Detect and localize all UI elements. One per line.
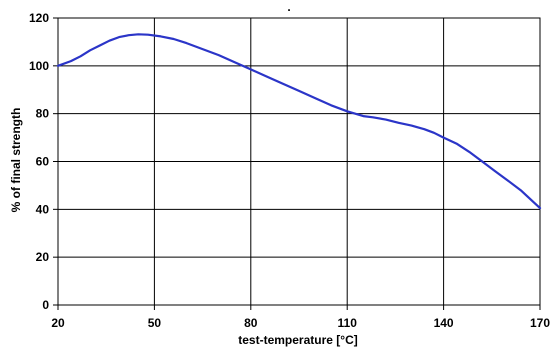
y-tick-label: 40: [36, 202, 50, 216]
axis-ticks: [53, 17, 541, 310]
x-tick-label: 80: [244, 316, 258, 330]
y-tick-label: 0: [42, 298, 49, 312]
x-tick-label: 20: [51, 316, 65, 330]
series-line: [56, 33, 542, 210]
chart-title: .: [287, 0, 290, 14]
y-tick-label: 120: [29, 11, 49, 25]
y-tick-label: 100: [29, 59, 49, 73]
y-tick-label: 60: [36, 155, 50, 169]
x-tick-label: 170: [530, 316, 550, 330]
x-tick-label: 50: [148, 316, 162, 330]
x-tick-label: 110: [338, 316, 358, 330]
x-axis-title: test-temperature [°C]: [238, 333, 357, 347]
y-tick-label: 20: [36, 250, 50, 264]
x-tick-label: 140: [434, 316, 454, 330]
x-tick-labels: 20 50 80 110 140 170: [51, 316, 550, 330]
y-tick-labels: 0 20 40 60 80 100 120: [29, 11, 49, 312]
grid-lines: [57, 17, 541, 306]
y-tick-label: 80: [36, 107, 50, 121]
y-axis-title: % of final strength: [9, 108, 23, 213]
